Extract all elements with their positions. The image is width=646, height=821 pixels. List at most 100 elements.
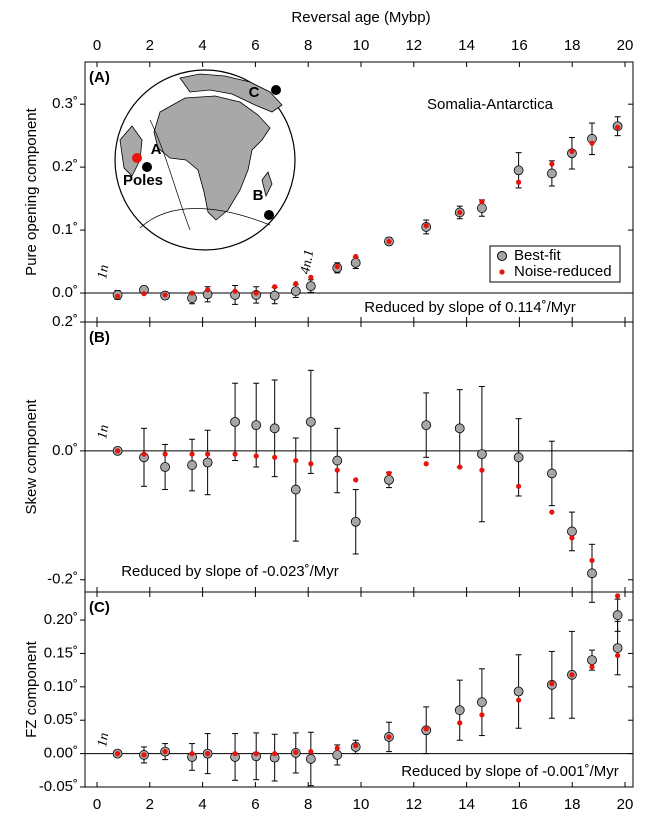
noise-reduced-point [205, 451, 211, 457]
x-tick-label: 2 [146, 796, 154, 813]
best-fit-point [350, 516, 361, 527]
noise-reduced-point [308, 274, 314, 280]
best-fit-point [384, 474, 394, 485]
noise-reduced-point [516, 483, 522, 489]
site-dot [142, 162, 152, 172]
legend-label: Noise-reduced [514, 263, 612, 280]
noise-reduced-point [569, 535, 575, 541]
noise-reduced-point [386, 238, 392, 245]
noise-reduced-point [479, 199, 485, 205]
best-fit-point [305, 281, 316, 292]
noise-reduced-point [516, 179, 522, 185]
best-fit-point [454, 423, 465, 434]
best-fit-point [546, 168, 557, 179]
noise-reduced-point [549, 161, 555, 167]
noise-reduced-point [589, 140, 595, 146]
madagascar [261, 171, 273, 198]
noise-reduced-point [189, 451, 195, 457]
noise-reduced-point [549, 680, 555, 687]
x-tick-label-top: 18 [564, 37, 581, 54]
chron-label: 1n [95, 264, 112, 280]
noise-reduced-point [141, 291, 147, 297]
noise-reduced-point [423, 461, 429, 467]
noise-reduced-point [293, 749, 299, 755]
annotation: Reduced by slope of -0.023˚/Myr [121, 563, 339, 580]
best-fit-point [421, 420, 432, 431]
y-tick-label: -0.05˚ [39, 778, 78, 795]
poles-cluster [132, 153, 142, 163]
y-tick-label: 0.1˚ [52, 221, 78, 238]
noise-reduced-point [386, 470, 392, 477]
best-fit-point [546, 468, 557, 479]
noise-reduced-point [516, 697, 522, 703]
x-tick-label-top: 20 [617, 37, 634, 54]
y-axis-title: Pure opening component [23, 107, 40, 275]
x-tick-label-top: 4 [198, 37, 206, 54]
annotation: Reduced by slope of 0.114˚/Myr [364, 299, 576, 316]
chron-label: 1n [95, 424, 112, 440]
plot-frame [84, 321, 634, 593]
noise-reduced-point [205, 751, 211, 757]
best-fit-point [160, 462, 171, 472]
best-fit-point [587, 568, 597, 579]
noise-reduced-point [353, 477, 359, 483]
x-tick-label: 12 [405, 796, 422, 813]
noise-reduced-point [386, 734, 392, 740]
noise-reduced-point [423, 223, 429, 229]
x-tick-label-top: 12 [405, 37, 422, 54]
noise-reduced-point [162, 749, 168, 755]
x-tick-label: 18 [564, 796, 581, 813]
noise-reduced-point [253, 751, 259, 757]
y-tick-label: -0.2˚ [47, 571, 78, 588]
noise-reduced-point [549, 509, 555, 515]
y-tick-label: 0.3˚ [52, 95, 78, 112]
legend-box [489, 245, 621, 283]
panel-label: (B) [89, 329, 110, 346]
x-tick-label-top: 0 [93, 37, 101, 54]
best-fit-point [587, 655, 597, 666]
site-dot [264, 210, 274, 220]
x-tick-label: 0 [93, 796, 101, 813]
noise-reduced-point [334, 467, 340, 473]
noise-reduced-point [615, 124, 621, 131]
site-dot [271, 85, 281, 95]
best-fit-point [305, 754, 316, 764]
noise-reduced-point [189, 290, 195, 296]
noise-reduced-point [615, 593, 621, 599]
y-tick-label: 0.0˚ [52, 284, 78, 301]
noise-reduced-point [423, 726, 429, 732]
panel-label: (C) [89, 599, 110, 616]
inset-label: C [249, 84, 260, 101]
noise-reduced-point [114, 293, 121, 299]
noise-reduced-point [272, 284, 278, 290]
best-fit-point [269, 423, 280, 434]
noise-reduced-point [232, 451, 238, 457]
plot-frame [84, 591, 634, 788]
noise-reduced-point [205, 287, 211, 293]
best-fit-point [230, 416, 240, 427]
africa [153, 95, 271, 221]
x-tick-label-top: 10 [353, 37, 370, 54]
noise-reduced-point [293, 457, 299, 464]
best-fit-point [612, 610, 623, 621]
noise-reduced-point [253, 290, 259, 296]
y-tick-label: 0.2˚ [52, 158, 78, 175]
noise-reduced-point [141, 451, 147, 457]
noise-reduced-point [589, 557, 595, 564]
noise-reduced-point [253, 453, 259, 459]
noise-reduced-point [479, 712, 485, 718]
best-fit-point [477, 697, 487, 708]
x-tick-label: 6 [251, 796, 259, 813]
noise-reduced-point [272, 454, 278, 460]
noise-reduced-point [334, 745, 340, 751]
noise-reduced-point [141, 752, 147, 758]
noise-reduced-point [232, 288, 238, 294]
x-tick-label: 4 [198, 796, 206, 813]
best-fit-point [612, 643, 623, 653]
best-fit-point [477, 203, 487, 213]
y-tick-label: 0.00˚ [44, 745, 78, 762]
noise-reduced-point [615, 652, 621, 659]
legend-label: Best-fit [514, 247, 562, 264]
noise-reduced-point [308, 461, 314, 467]
